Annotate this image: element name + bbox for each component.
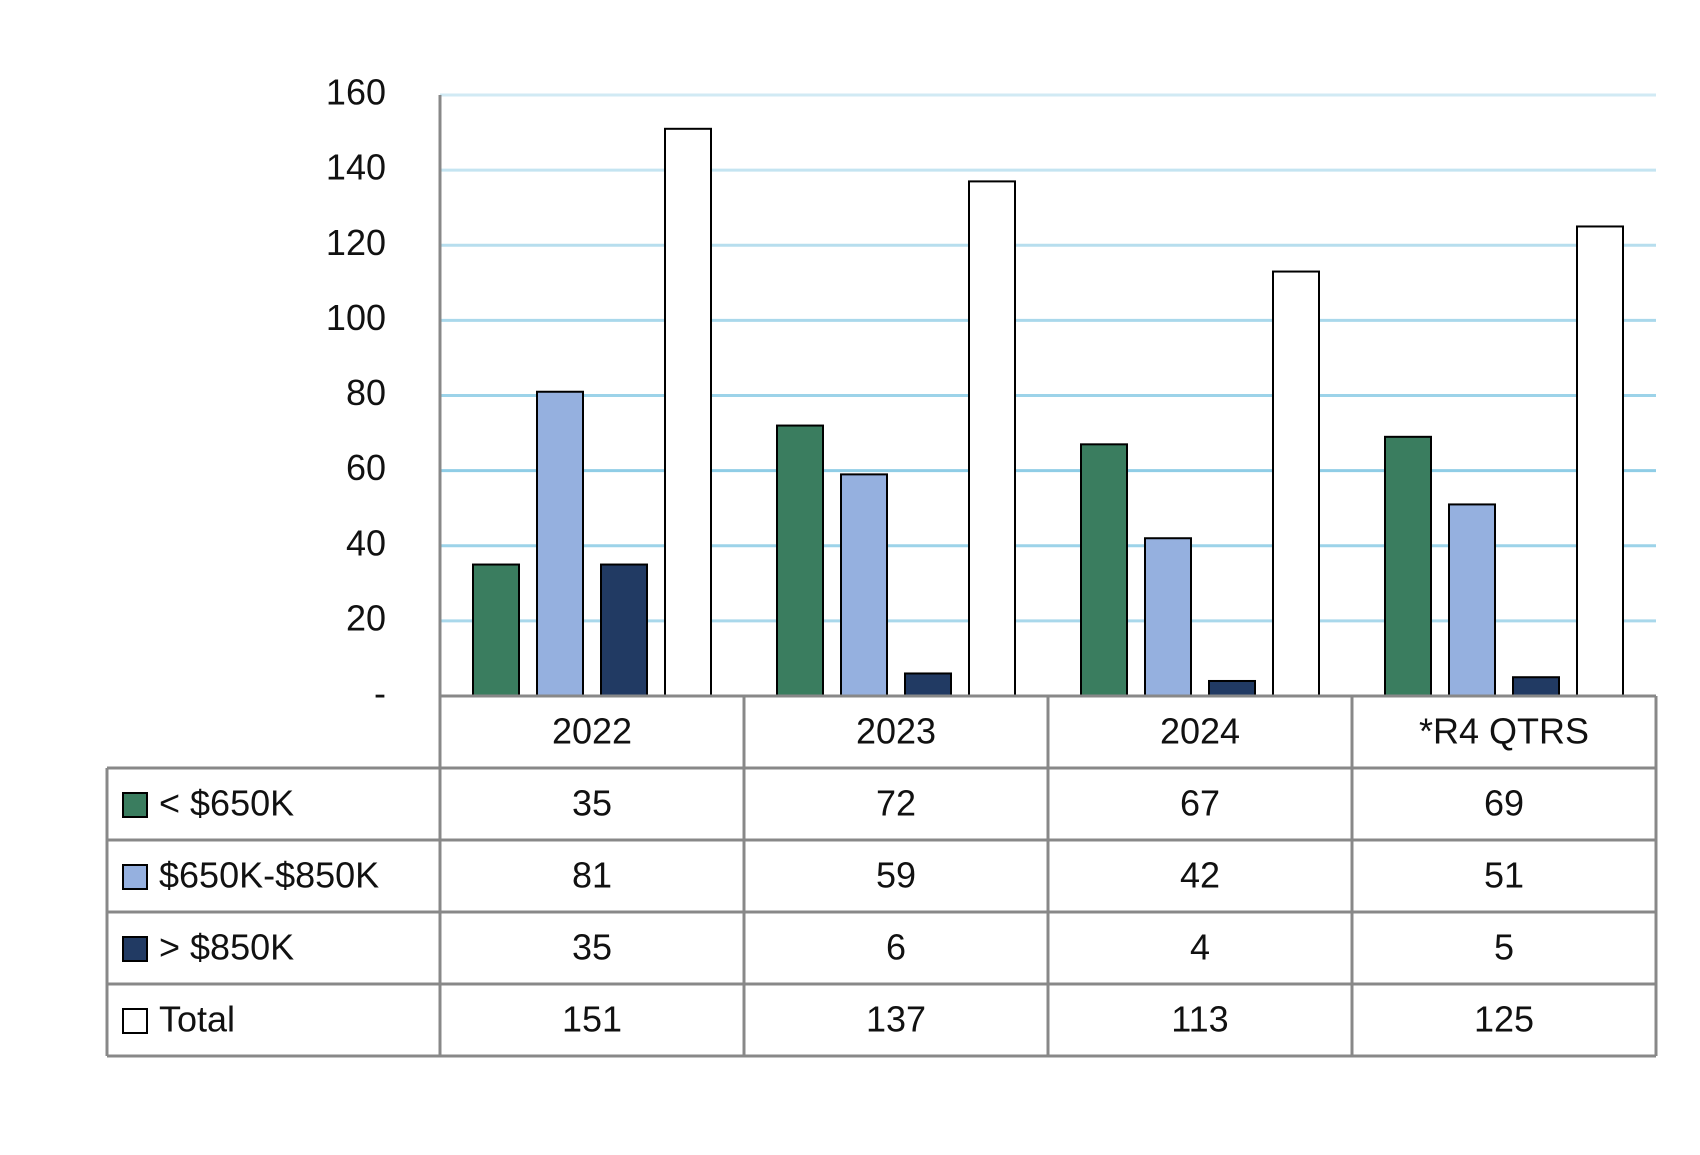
legend-label: Total: [159, 999, 235, 1040]
table-value: 51: [1484, 855, 1524, 896]
table-value: 151: [562, 999, 622, 1040]
y-tick-label: 60: [346, 447, 386, 488]
x-tick-label: 2024: [1160, 711, 1240, 752]
legend-swatch: [122, 1008, 148, 1034]
y-tick-label: 120: [326, 222, 386, 263]
bar: [1512, 676, 1560, 697]
table-value: 35: [572, 927, 612, 968]
y-tick-label: 160: [326, 72, 386, 113]
table-value: 5: [1494, 927, 1514, 968]
bar: [1448, 503, 1496, 697]
bar: [1080, 443, 1128, 697]
table-value: 42: [1180, 855, 1220, 896]
table-value: 35: [572, 783, 612, 824]
table-value: 113: [1171, 999, 1228, 1040]
y-tick-label: -: [374, 673, 386, 714]
table-value: 67: [1180, 783, 1220, 824]
bar: [664, 127, 712, 697]
legend-label: < $650K: [159, 783, 294, 824]
bar: [600, 563, 648, 697]
bar: [1272, 270, 1320, 697]
y-tick-label: 140: [326, 147, 386, 188]
bar: [840, 473, 888, 697]
x-tick-label: 2022: [552, 711, 632, 752]
bar: [1576, 225, 1624, 697]
legend-swatch: [122, 864, 148, 890]
y-tick-label: 80: [346, 372, 386, 413]
legend-swatch: [122, 792, 148, 818]
bar: [1208, 679, 1256, 697]
bar: [776, 424, 824, 697]
y-tick-label: 20: [346, 597, 386, 638]
bar: [1144, 537, 1192, 697]
bar: [1384, 435, 1432, 697]
bar: [536, 390, 584, 697]
x-tick-label: 2023: [856, 711, 936, 752]
y-tick-label: 100: [326, 297, 386, 338]
bar: [472, 563, 520, 697]
table-value: 81: [572, 855, 612, 896]
y-tick-label: 40: [346, 522, 386, 563]
table-value: 137: [866, 999, 926, 1040]
table-value: 4: [1190, 927, 1210, 968]
legend-label: > $850K: [159, 927, 294, 968]
legend-label: $650K-$850K: [159, 855, 379, 896]
table-value: 72: [876, 783, 916, 824]
legend-swatch: [122, 936, 148, 962]
bar: [904, 672, 952, 698]
table-value: 69: [1484, 783, 1524, 824]
table-value: 125: [1474, 999, 1534, 1040]
table-value: 6: [886, 927, 906, 968]
x-tick-label: *R4 QTRS: [1419, 711, 1589, 752]
table-value: 59: [876, 855, 916, 896]
bar: [968, 180, 1016, 698]
